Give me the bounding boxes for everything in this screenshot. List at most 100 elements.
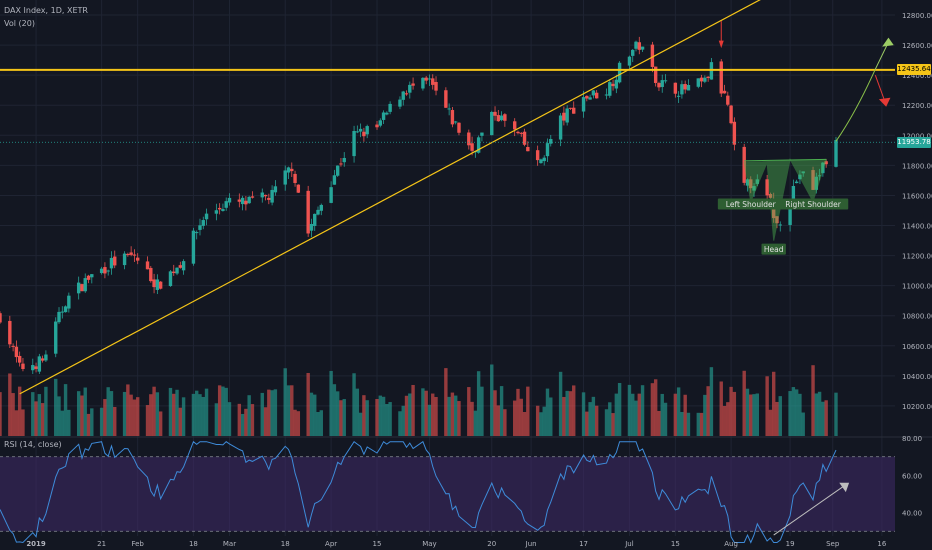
neckline [744, 158, 827, 162]
candle [824, 161, 828, 165]
candle [237, 199, 242, 202]
volume-bar [168, 387, 173, 436]
candle [719, 61, 723, 94]
pattern-label-box [761, 243, 786, 255]
candle [732, 121, 737, 145]
candle [653, 66, 658, 83]
candle [132, 254, 137, 256]
volume-bar [581, 392, 586, 436]
volume-bar [788, 391, 792, 436]
candle [306, 190, 310, 234]
time-tick-label: 15 [373, 540, 382, 548]
volume-bar [375, 399, 379, 436]
candle [388, 103, 392, 112]
volume-bar [421, 388, 425, 436]
candle [476, 137, 481, 153]
price-tick-label: 10200.00 [902, 403, 932, 411]
volume-bar [519, 398, 523, 436]
volume-bar [798, 393, 802, 436]
volume-bar [755, 393, 760, 436]
volume-bar [132, 399, 137, 436]
volume-bar [591, 396, 596, 436]
volume-bar [539, 412, 543, 436]
volume-bar [31, 392, 35, 436]
candle [21, 363, 25, 369]
candle [201, 220, 205, 226]
volume-bar [732, 391, 737, 436]
volume-bar [57, 396, 61, 436]
candle [76, 282, 81, 294]
volume-bar [67, 409, 71, 436]
volume-bar [63, 384, 68, 436]
rsi-trend-arrow-icon [773, 484, 847, 536]
candle [342, 157, 346, 163]
candle [614, 79, 619, 89]
volume-bar [814, 393, 819, 436]
volume-bar [293, 409, 297, 436]
price-tick-label: 12800.00 [902, 12, 932, 20]
candle [126, 254, 130, 256]
volume-bar [381, 396, 386, 436]
candle [14, 346, 19, 358]
candle [240, 197, 245, 205]
candle [103, 267, 107, 274]
symbol-legend: DAX Index, 1D, XETR [4, 6, 88, 15]
time-tick-label: Sep [826, 540, 840, 548]
candle [539, 159, 543, 164]
price-tick-label: 10800.00 [902, 313, 932, 321]
volume-bar [657, 410, 661, 436]
candle [535, 150, 540, 161]
candle [634, 41, 638, 49]
candle [17, 355, 22, 363]
volume-bar [722, 405, 727, 436]
time-tick-label: 17 [579, 540, 588, 548]
candle [657, 83, 661, 88]
last-price-badge: 11953.78 [897, 136, 931, 148]
volume-bar [306, 372, 310, 436]
candle [513, 121, 517, 130]
candle [581, 97, 586, 112]
candle [696, 78, 700, 87]
candle [178, 265, 183, 268]
rsi-legend: RSI (14, close) [4, 440, 62, 449]
time-tick-label: Apr [325, 540, 337, 548]
candle [640, 46, 645, 50]
volume-bar [588, 402, 592, 436]
volume-bar [247, 395, 251, 436]
time-tick-label: 20 [487, 540, 496, 548]
candle [470, 143, 474, 151]
volume-bar [604, 409, 609, 436]
candle [421, 77, 425, 89]
candle [339, 163, 343, 165]
candle [834, 140, 838, 167]
volume-bar [250, 404, 255, 436]
candle [549, 138, 553, 144]
candle [260, 192, 264, 198]
volume-bar [17, 386, 22, 436]
volume-bar [794, 389, 799, 436]
volume-bar [99, 407, 104, 436]
volume-bar [76, 391, 81, 436]
rsi-line [0, 440, 837, 544]
volume-bar [565, 390, 569, 436]
volume-bar [135, 397, 140, 436]
candle [122, 253, 127, 266]
candle [362, 131, 366, 137]
volume-bar [244, 408, 248, 436]
candle [198, 225, 202, 230]
volume-bar [332, 384, 337, 436]
time-tick-label: Aug [724, 540, 738, 548]
price-tick-label: 11800.00 [902, 162, 932, 170]
volume-bar [453, 395, 458, 436]
volume-bar [273, 389, 278, 436]
volume-bar [778, 396, 782, 436]
volume-bar [106, 387, 110, 436]
candle [375, 124, 379, 128]
volume-bar [404, 395, 409, 436]
volume-bar [342, 399, 346, 436]
volume-bar [198, 394, 202, 436]
volume-bar [260, 392, 264, 436]
volume-bar [34, 401, 38, 436]
candle [604, 94, 609, 96]
